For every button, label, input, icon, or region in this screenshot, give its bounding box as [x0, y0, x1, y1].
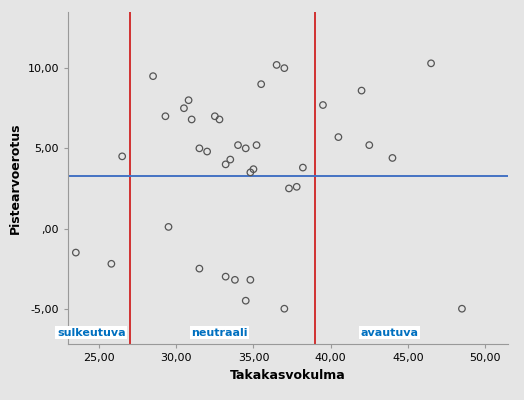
Point [222, 274, 230, 280]
Point [72, 249, 80, 256]
Point [280, 65, 289, 71]
Point [257, 81, 265, 87]
Point [180, 105, 188, 112]
Point [184, 97, 193, 104]
Point [319, 102, 327, 108]
X-axis label: Takakasvokulma: Takakasvokulma [231, 368, 346, 382]
Point [215, 116, 224, 123]
Point [242, 298, 250, 304]
Point [211, 113, 219, 120]
Point [299, 164, 307, 171]
Text: avautuva: avautuva [361, 328, 418, 338]
Point [249, 166, 258, 172]
Point [195, 145, 204, 152]
Point [246, 277, 255, 283]
Point [118, 153, 126, 160]
Point [231, 277, 239, 283]
Text: neutraali: neutraali [191, 328, 248, 338]
Point [292, 184, 301, 190]
Point [357, 87, 366, 94]
Point [161, 113, 170, 120]
Point [107, 261, 116, 267]
Point [149, 73, 157, 79]
Point [234, 142, 242, 148]
Point [285, 185, 293, 192]
Point [272, 62, 281, 68]
Point [246, 169, 255, 176]
Point [388, 155, 397, 161]
Text: sulkeutuva: sulkeutuva [57, 328, 126, 338]
Point [365, 142, 374, 148]
Point [334, 134, 343, 140]
Point [188, 116, 196, 123]
Point [195, 266, 204, 272]
Point [242, 145, 250, 152]
Point [253, 142, 261, 148]
Y-axis label: Pistearvoerotus: Pistearvoerotus [9, 122, 22, 234]
Point [280, 306, 289, 312]
Point [226, 156, 234, 163]
Point [203, 148, 211, 155]
Point [427, 60, 435, 66]
Point [165, 224, 173, 230]
Point [458, 306, 466, 312]
Point [222, 161, 230, 168]
